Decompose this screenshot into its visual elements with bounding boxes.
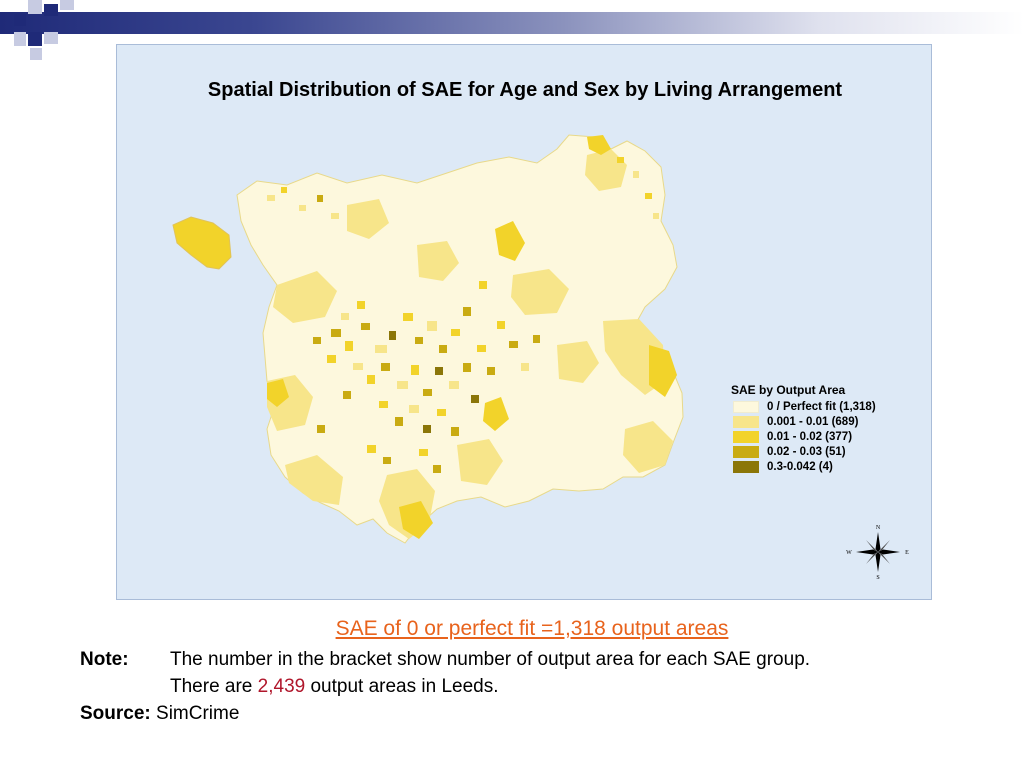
note-label: Note: — [80, 649, 129, 670]
note-text-1: The number in the bracket show number of… — [170, 649, 810, 671]
legend-item: 0.3-0.042 (4) — [733, 459, 876, 474]
zone-mid-1 — [495, 221, 525, 261]
compass-east: E — [905, 550, 909, 556]
legend-item: 0.001 - 0.01 (689) — [733, 414, 876, 429]
decorative-square — [14, 32, 26, 46]
map-legend: SAE by Output Area 0 / Perfect fit (1,31… — [731, 383, 876, 474]
legend-item: 0.01 - 0.02 (377) — [733, 429, 876, 444]
west-protrusion — [172, 216, 232, 270]
zone-light-9 — [417, 241, 459, 281]
legend-label: 0.001 - 0.01 (689) — [767, 415, 859, 428]
zone-light-7 — [511, 269, 569, 315]
zone-light-11 — [557, 341, 599, 383]
zone-mid-2 — [267, 379, 289, 407]
zone-light-8 — [585, 149, 627, 191]
compass-rose-icon: N S W E — [846, 525, 909, 581]
zone-light-12 — [457, 439, 503, 485]
zone-mid-4 — [483, 397, 509, 431]
compass-south: S — [876, 575, 879, 581]
note-text-suffix: output areas in Leeds. — [305, 676, 499, 697]
zone-east — [649, 345, 677, 397]
legend-swatch — [733, 415, 759, 428]
zone-light-1 — [273, 271, 337, 323]
legend-label: 0.02 - 0.03 (51) — [767, 445, 846, 458]
zone-light-3 — [285, 455, 343, 505]
title-decoration-band — [0, 12, 1024, 34]
legend-title: SAE by Output Area — [731, 383, 846, 397]
decorative-square — [28, 32, 42, 46]
map-panel: Spatial Distribution of SAE for Age and … — [116, 44, 932, 600]
output-area-count: 2,439 — [257, 676, 306, 697]
decorative-square — [44, 32, 58, 44]
decorative-square — [28, 0, 42, 14]
legend-swatch — [733, 400, 759, 413]
decorative-square — [60, 0, 74, 10]
decorative-square — [30, 48, 42, 60]
decorative-square — [44, 4, 58, 16]
central-urban-mosaic — [313, 281, 540, 473]
note-text: The number in the bracket show number of… — [170, 649, 811, 670]
compass-north: N — [876, 525, 881, 531]
legend-swatch — [733, 460, 759, 473]
legend-label: 0.3-0.042 (4) — [767, 460, 833, 473]
note-line-1: Note: — [80, 649, 129, 671]
compass-west: W — [846, 550, 852, 556]
map-caption: SAE of 0 or perfect fit =1,318 output ar… — [335, 617, 729, 640]
source-value: SimCrime — [156, 703, 240, 724]
zone-light-6 — [623, 421, 673, 473]
legend-swatch — [733, 430, 759, 443]
legend-item: 0.02 - 0.03 (51) — [733, 444, 876, 459]
zone-mid-5 — [587, 135, 611, 155]
note-line-2: There are 2,439 output areas in Leeds. — [170, 676, 499, 698]
source-label: Source: — [80, 703, 151, 724]
north-mosaic — [267, 157, 659, 219]
note-text-prefix: There are — [170, 676, 258, 697]
legend-label: 0 / Perfect fit (1,318) — [767, 400, 876, 413]
source-line: Source: SimCrime — [80, 703, 239, 725]
leeds-choropleth-map — [172, 134, 684, 544]
zone-light-10 — [347, 199, 389, 239]
zone-mid-3 — [399, 501, 433, 539]
map-title: Spatial Distribution of SAE for Age and … — [207, 79, 843, 101]
legend-item: 0 / Perfect fit (1,318) — [733, 399, 876, 414]
decorative-square — [14, 14, 26, 26]
legend-swatch — [733, 445, 759, 458]
legend-label: 0.01 - 0.02 (377) — [767, 430, 853, 443]
